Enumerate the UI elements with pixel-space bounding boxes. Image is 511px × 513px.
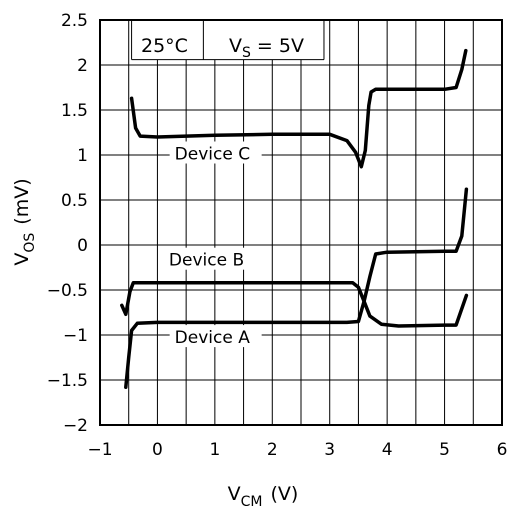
temperature-annotation: 25°C xyxy=(141,35,188,57)
tick-labels: −1 0 1 2 3 4 5 6 −2 −1.5 −1 −0.5 0 0.5 1 1.5 2 2.5 xyxy=(47,11,508,460)
x-tick-label: 1 xyxy=(209,440,220,460)
plot-frame xyxy=(99,19,503,426)
x-tick-label: 0 xyxy=(152,440,163,460)
y-tick-label: 0 xyxy=(77,236,88,256)
x-tick-label: 2 xyxy=(267,440,278,460)
x-axis-label: VCM (V) xyxy=(228,483,299,510)
y-tick-label: 2.5 xyxy=(61,11,88,31)
annotation-box xyxy=(131,20,324,60)
y-tick-label: −1 xyxy=(63,326,88,346)
supply-annotation: VS = 5V xyxy=(229,35,304,61)
series-lines xyxy=(120,48,469,389)
series-line-device-a xyxy=(124,187,469,389)
y-tick-label: 1 xyxy=(77,146,88,166)
y-tick-label: −1.5 xyxy=(47,371,88,391)
x-tick-label: −1 xyxy=(87,440,112,460)
series-label-bg xyxy=(163,247,256,270)
y-tick-label: 0.5 xyxy=(61,191,88,211)
y-tick-label: −2 xyxy=(63,416,88,436)
series-label: Device A xyxy=(175,328,251,348)
series-label: Device B xyxy=(169,251,244,271)
series-label-bg xyxy=(169,141,262,164)
grid xyxy=(100,20,502,425)
y-axis-label: VOS(mV) xyxy=(11,178,38,265)
y-tick-label: −0.5 xyxy=(47,281,88,301)
series-line-device-b xyxy=(120,281,469,328)
series-line-device-c xyxy=(129,48,468,169)
x-tick-label: 6 xyxy=(497,440,508,460)
x-tick-label: 5 xyxy=(439,440,450,460)
y-tick-label: 1.5 xyxy=(61,101,88,121)
series-label: Device C xyxy=(175,145,250,165)
series-labels: Device C Device B Device A xyxy=(169,145,250,349)
y-tick-label: 2 xyxy=(77,56,88,76)
x-tick-label: 4 xyxy=(382,440,393,460)
series-label-bg xyxy=(169,325,262,348)
x-tick-label: 3 xyxy=(324,440,335,460)
